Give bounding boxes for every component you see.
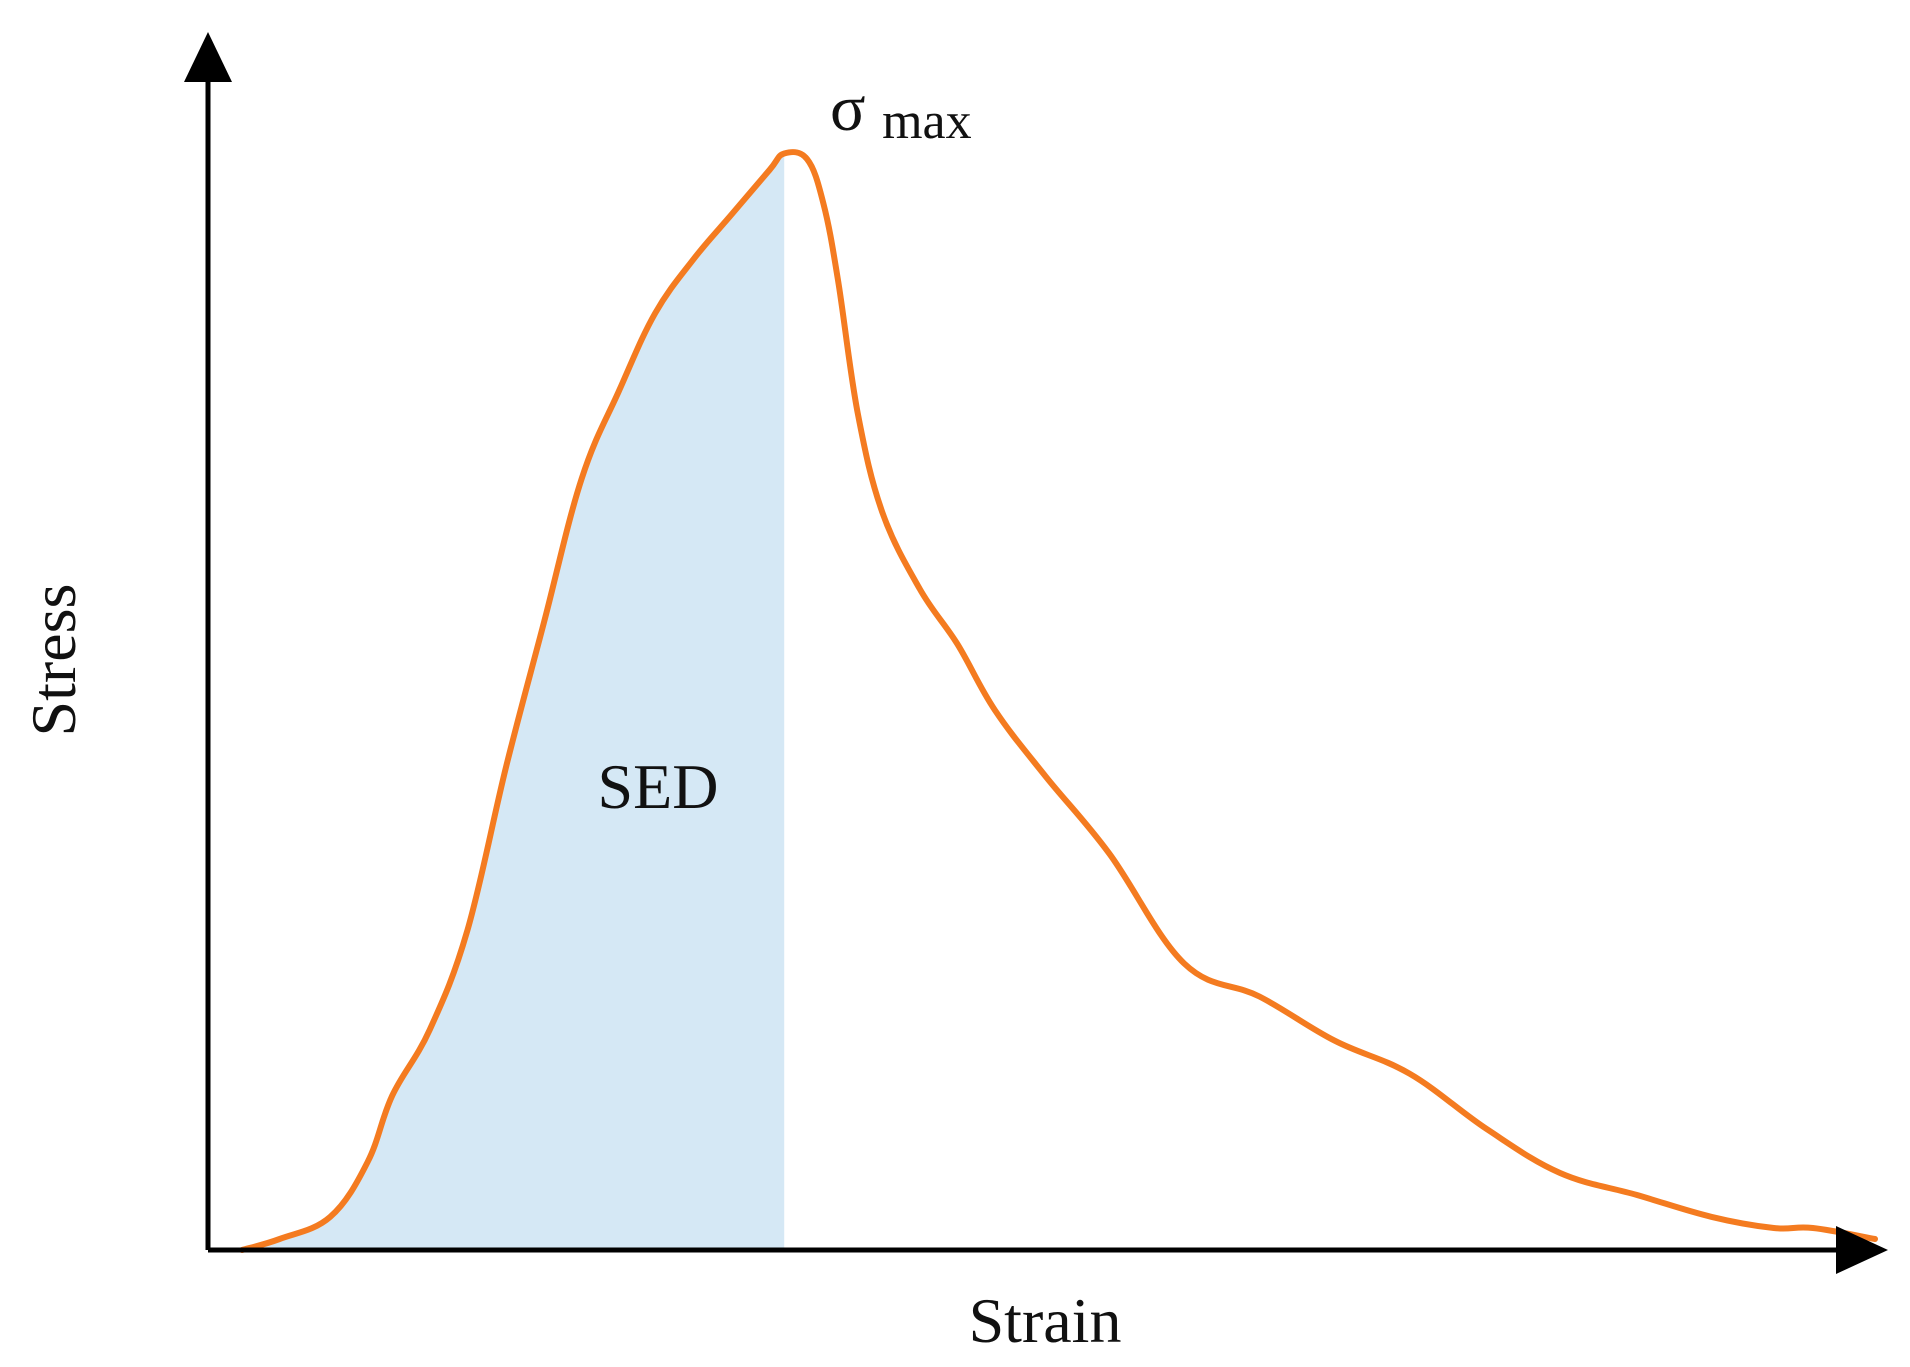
y-axis-arrowhead (184, 32, 232, 82)
x-axis-label: Strain (969, 1285, 1122, 1356)
sigma-max-annotation: σ max (830, 72, 972, 150)
sigma-subscript: max (882, 93, 972, 150)
sed-label: SED (598, 751, 719, 822)
sed-shaded-area (242, 153, 785, 1250)
x-axis-arrowhead (1836, 1226, 1888, 1274)
stress-strain-curve (239, 149, 1878, 1253)
sigma-symbol: σ (830, 72, 866, 145)
axes (184, 32, 1888, 1274)
y-axis-label: Stress (18, 584, 89, 737)
